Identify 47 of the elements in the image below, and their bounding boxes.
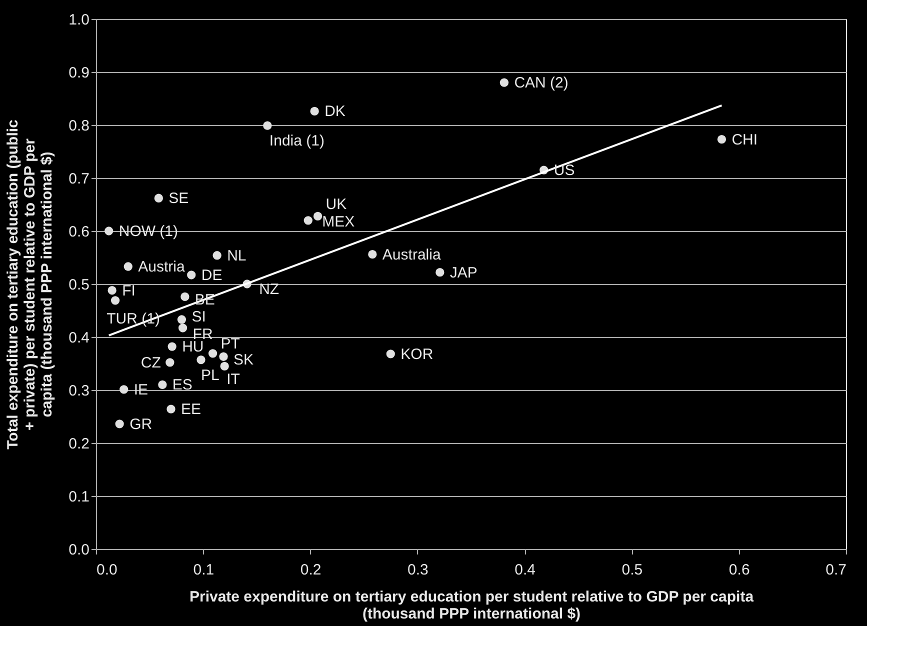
x-tick-label: 0.2: [300, 562, 322, 578]
annotation: CAN (2): [514, 74, 568, 92]
y-tick-label: 0.5: [68, 276, 90, 294]
y-tick-label: 1.0: [68, 12, 90, 28]
annotation: CHI: [732, 131, 758, 148]
annotation: NZ: [259, 281, 280, 298]
y-tick-label: 0.9: [68, 64, 90, 82]
annotation: CZ: [140, 354, 161, 372]
annotation: EE: [181, 401, 202, 418]
x-tick-label: 0.3: [408, 562, 428, 578]
annotation: Austria: [138, 258, 186, 276]
annotation: UK: [326, 196, 347, 214]
annotation: PT: [220, 335, 240, 352]
annotation: India (1): [269, 132, 324, 150]
y-tick-label: 0.1: [68, 488, 90, 506]
annotation: IT: [226, 371, 240, 388]
annotation: DE: [201, 266, 222, 284]
y-tick-label: 0.4: [68, 330, 90, 346]
y-tick-label: 0.3: [68, 382, 90, 400]
annotation: SE: [168, 190, 189, 208]
annotation: NL: [227, 247, 246, 264]
y-tick-label: 0.8: [68, 118, 90, 134]
x-tick-label: 0.1: [193, 562, 214, 578]
y-tick-label: 0.2: [68, 436, 90, 452]
x-tick-label: 0.0: [96, 562, 118, 578]
annotation: ES: [172, 376, 192, 394]
annotation: HU: [182, 338, 204, 356]
annotation: PL: [201, 366, 220, 384]
y-axis-title: Total expenditure on tertiary education (public + private) per student relative to GDP per capita (thousand PPP international $): [4, 120, 56, 450]
annotation: KOR: [400, 346, 434, 363]
annotation: SI: [192, 308, 206, 326]
x-tick-label: 0.6: [728, 562, 750, 578]
y-tick-label: 0.6: [68, 224, 90, 240]
y-tick-label: 0.0: [68, 542, 90, 558]
annotation: Australia: [382, 246, 442, 264]
annotation: US: [554, 162, 575, 180]
annotation: MEX: [322, 213, 355, 230]
x-tick-label: 0.4: [514, 562, 536, 578]
annotation: JAP: [450, 264, 478, 282]
annotation: SK: [234, 352, 254, 369]
x-axis-title: Private expenditure on tertiary education per student relative to GDP per capita (thousand PPP international $): [189, 588, 754, 622]
y-tick-label: 0.7: [68, 170, 90, 188]
annotation: DK: [324, 103, 346, 120]
annotation: GR: [130, 416, 152, 433]
x-tick-label: 0.5: [622, 562, 643, 578]
annotation: FI: [122, 282, 136, 300]
x-tick-label: 0.7: [826, 562, 846, 578]
